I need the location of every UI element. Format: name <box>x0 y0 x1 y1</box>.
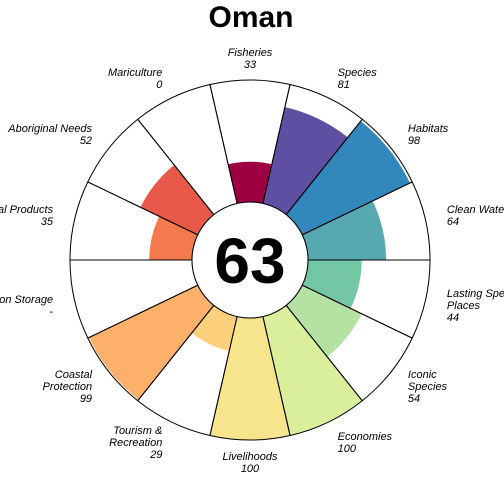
label-fisheries: Fisheries 33 <box>228 47 273 71</box>
label-line-mariculture: Mariculture <box>108 67 162 79</box>
label-line-clean-waters: Clean Waters <box>447 204 504 216</box>
label-habitats: Habitats 98 <box>408 123 449 147</box>
label-species: Species 81 <box>338 67 378 91</box>
label-line-natural-products: Natural Products <box>0 204 54 216</box>
label-economies: Economies 100 <box>338 431 393 455</box>
label-line-iconic-species: Iconic <box>408 369 437 381</box>
petal-aboriginal-needs <box>141 165 214 235</box>
label-clean-waters: Clean Waters64 <box>447 204 504 228</box>
label-iconic-species: Iconic Species 54 <box>408 369 448 405</box>
value-economies: 100 <box>338 443 357 455</box>
label-line-carbon-storage: Carbon Storage <box>0 294 53 306</box>
label-line-tourism-recreation: Tourism & <box>113 425 162 437</box>
chart-title: Oman <box>208 1 293 34</box>
label-livelihoods: Livelihoods 100 <box>222 451 278 475</box>
value-lasting-special-places: 44 <box>447 312 459 324</box>
label-line-tourism-recreation: Recreation <box>109 437 162 449</box>
value-iconic-species: 54 <box>408 393 420 405</box>
label-line-habitats: Habitats <box>408 123 449 135</box>
label-coastal-protection: Coastal Protection 99 <box>43 369 93 405</box>
value-mariculture: 0 <box>156 79 163 91</box>
label-line-lasting-special-places: Places <box>447 300 481 312</box>
petal-coastal-protection <box>89 285 214 400</box>
label-line-economies: Economies <box>338 431 393 443</box>
label-line-aboriginal-needs: Aboriginal Needs <box>7 123 92 135</box>
label-line-livelihoods: Livelihoods <box>222 451 278 463</box>
label-line-coastal-protection: Coastal <box>55 369 93 381</box>
value-fisheries: 33 <box>244 59 257 71</box>
label-line-coastal-protection: Protection <box>43 381 93 393</box>
value-coastal-protection: 99 <box>80 393 92 405</box>
label-carbon-storage: Carbon Storage- <box>0 294 53 318</box>
label-tourism-recreation: Tourism & Recreation 29 <box>109 425 162 461</box>
label-line-lasting-special-places: Lasting Special <box>447 288 504 300</box>
label-line-fisheries: Fisheries <box>228 47 273 59</box>
value-tourism-recreation: 29 <box>149 449 162 461</box>
label-mariculture: Mariculture 0 <box>108 67 163 91</box>
label-aboriginal-needs: Aboriginal Needs 52 <box>7 123 92 147</box>
label-line-iconic-species: Species <box>408 381 448 393</box>
value-habitats: 98 <box>408 135 421 147</box>
overall-score: 63 <box>214 225 285 297</box>
label-line-species: Species <box>338 67 378 79</box>
value-carbon-storage: - <box>49 306 53 318</box>
value-species: 81 <box>338 79 350 91</box>
value-aboriginal-needs: 52 <box>80 135 92 147</box>
value-livelihoods: 100 <box>241 463 260 475</box>
label-lasting-special-places: Lasting SpecialPlaces44 <box>447 288 504 324</box>
value-clean-waters: 64 <box>447 216 459 228</box>
value-natural-products: 35 <box>41 216 54 228</box>
